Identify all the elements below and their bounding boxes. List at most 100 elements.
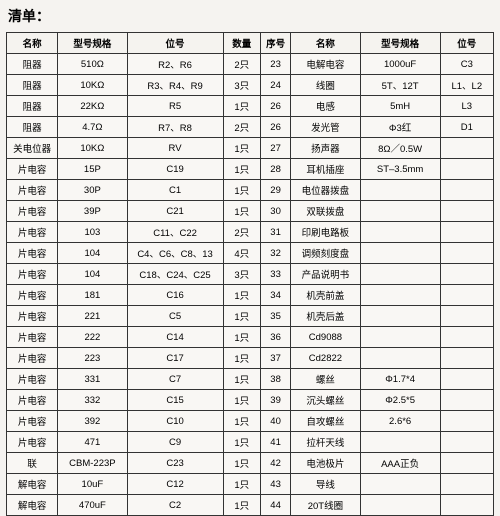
table-cell: 片电容 [7, 411, 58, 432]
table-cell: 双联拨盘 [291, 201, 360, 222]
parts-table: 名称型号规格位号数量序号名称型号规格位号 阻器510ΩR2、R62只23电解电容… [6, 32, 494, 516]
table-row: 片电容471C91只41拉杆天线 [7, 432, 494, 453]
table-cell: 32 [260, 243, 290, 264]
table-cell: 1000uF [360, 54, 440, 75]
table-cell: 10uF [58, 474, 127, 495]
table-row: 片电容181C161只34机壳前盖 [7, 285, 494, 306]
table-cell: 1只 [223, 201, 260, 222]
table-cell: 5T、12T [360, 75, 440, 96]
table-cell: C14 [127, 327, 223, 348]
table-cell: 片电容 [7, 348, 58, 369]
table-cell: 30P [58, 180, 127, 201]
table-cell [360, 327, 440, 348]
table-cell [360, 348, 440, 369]
table-cell: 扬声器 [291, 138, 360, 159]
table-cell: 26 [260, 117, 290, 138]
table-row: 片电容222C141只36Cd9088 [7, 327, 494, 348]
table-cell: 223 [58, 348, 127, 369]
table-cell: C15 [127, 390, 223, 411]
table-cell: 1只 [223, 159, 260, 180]
col-header: 名称 [7, 33, 58, 54]
table-cell: C11、C22 [127, 222, 223, 243]
table-cell: 31 [260, 222, 290, 243]
col-header: 名称 [291, 33, 360, 54]
table-cell: 10KΩ [58, 75, 127, 96]
table-cell: 片电容 [7, 285, 58, 306]
table-row: 联CBM-223PC231只42电池极片AAA正负 [7, 453, 494, 474]
table-cell: 33 [260, 264, 290, 285]
table-cell: 1只 [223, 180, 260, 201]
table-cell [360, 474, 440, 495]
table-cell: 39P [58, 201, 127, 222]
table-cell: 39 [260, 390, 290, 411]
col-header: 数量 [223, 33, 260, 54]
table-cell [440, 432, 493, 453]
table-cell: 1只 [223, 474, 260, 495]
table-cell: 关电位器 [7, 138, 58, 159]
sheet-title: 清单： [6, 6, 494, 26]
table-row: 阻器10KΩR3、R4、R93只24线圈5T、12TL1、L2 [7, 75, 494, 96]
table-row: 阻器22KΩR51只26电感5mHL3 [7, 96, 494, 117]
table-cell: C16 [127, 285, 223, 306]
table-cell: C4、C6、C8、13 [127, 243, 223, 264]
table-cell: R7、R8 [127, 117, 223, 138]
table-cell: 5mH [360, 96, 440, 117]
table-cell: 片电容 [7, 306, 58, 327]
table-row: 阻器4.7ΩR7、R82只26发光管Φ3红D1 [7, 117, 494, 138]
table-cell: 4.7Ω [58, 117, 127, 138]
table-cell: 1只 [223, 96, 260, 117]
table-cell: L3 [440, 96, 493, 117]
table-cell: 3只 [223, 75, 260, 96]
table-cell: 1只 [223, 285, 260, 306]
table-cell: Φ1.7*4 [360, 369, 440, 390]
table-row: 关电位器10KΩRV1只27扬声器8Ω／0.5W [7, 138, 494, 159]
table-row: 片电容332C151只39沉头螺丝Φ2.5*5 [7, 390, 494, 411]
table-cell [440, 390, 493, 411]
table-cell: 1只 [223, 369, 260, 390]
table-cell: 产品说明书 [291, 264, 360, 285]
table-cell [360, 495, 440, 516]
table-cell: C19 [127, 159, 223, 180]
table-cell: 2只 [223, 222, 260, 243]
table-cell: C17 [127, 348, 223, 369]
table-cell [360, 432, 440, 453]
table-cell: 1只 [223, 495, 260, 516]
table-cell: 332 [58, 390, 127, 411]
table-cell: 1只 [223, 453, 260, 474]
table-cell: 1只 [223, 390, 260, 411]
table-cell [360, 222, 440, 243]
table-cell: 28 [260, 159, 290, 180]
table-cell: 36 [260, 327, 290, 348]
table-row: 解电容470uFC21只4420T线圈 [7, 495, 494, 516]
table-cell [360, 285, 440, 306]
table-cell: Φ3红 [360, 117, 440, 138]
table-cell: 电池极片 [291, 453, 360, 474]
table-cell: 片电容 [7, 264, 58, 285]
table-cell: 24 [260, 75, 290, 96]
table-row: 片电容30PC11只29电位器拨盘 [7, 180, 494, 201]
table-cell: R2、R6 [127, 54, 223, 75]
table-cell [440, 264, 493, 285]
table-cell: C2 [127, 495, 223, 516]
table-cell: 1只 [223, 432, 260, 453]
table-cell: 螺丝 [291, 369, 360, 390]
table-cell: C10 [127, 411, 223, 432]
table-row: 阻器510ΩR2、R62只23电解电容1000uFC3 [7, 54, 494, 75]
table-row: 片电容39PC211只30双联拨盘 [7, 201, 494, 222]
table-cell: 331 [58, 369, 127, 390]
table-cell: 电感 [291, 96, 360, 117]
col-header: 位号 [440, 33, 493, 54]
table-cell: Φ2.5*5 [360, 390, 440, 411]
table-cell [440, 138, 493, 159]
table-cell: C7 [127, 369, 223, 390]
table-cell: 37 [260, 348, 290, 369]
table-cell: C3 [440, 54, 493, 75]
table-cell: 沉头螺丝 [291, 390, 360, 411]
table-row: 片电容15PC191只28耳机插座ST–3.5mm [7, 159, 494, 180]
table-cell: 8Ω／0.5W [360, 138, 440, 159]
table-row: 片电容331C71只38螺丝Φ1.7*4 [7, 369, 494, 390]
table-cell: 29 [260, 180, 290, 201]
table-cell: L1、L2 [440, 75, 493, 96]
table-cell: 调频刻度盘 [291, 243, 360, 264]
col-header: 序号 [260, 33, 290, 54]
